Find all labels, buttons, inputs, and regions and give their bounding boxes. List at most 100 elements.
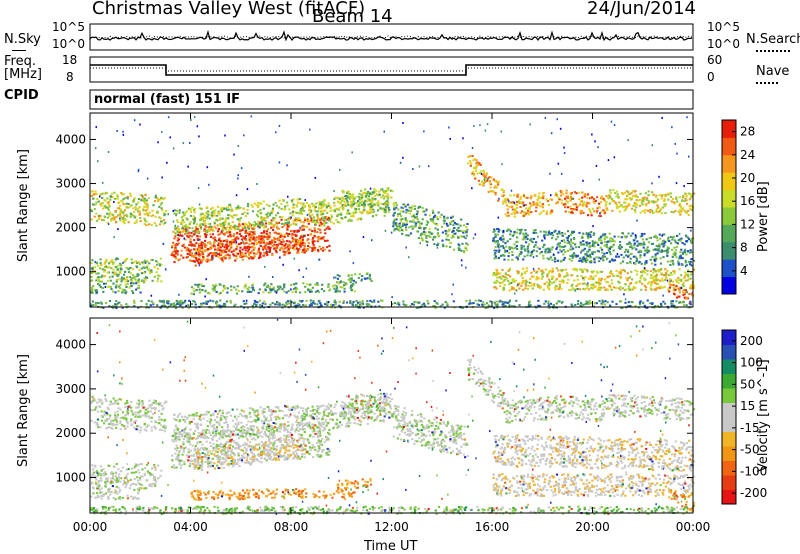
range-cell <box>334 303 337 306</box>
range-cell <box>308 304 311 307</box>
noise-cell <box>235 194 238 197</box>
range-cell <box>663 242 666 245</box>
range-cell <box>652 248 655 251</box>
range-cell <box>367 197 370 200</box>
range-cell <box>190 286 194 289</box>
range-cell <box>513 208 517 211</box>
range-cell <box>535 206 538 209</box>
range-cell <box>244 249 247 252</box>
range-cell <box>609 196 612 199</box>
range-cell <box>135 280 138 283</box>
range-cell <box>239 217 242 219</box>
range-cell <box>545 212 548 215</box>
range-cell <box>624 198 627 201</box>
range-cell <box>426 299 429 302</box>
range-cell <box>443 217 446 220</box>
range-cell <box>627 203 630 205</box>
range-cell <box>524 282 527 285</box>
range-cell <box>356 305 359 308</box>
range-cell <box>274 290 277 293</box>
range-cell <box>496 304 499 307</box>
range-cell <box>371 215 374 218</box>
range-cell <box>338 221 341 224</box>
range-cell <box>377 209 380 212</box>
range-cell <box>512 247 515 250</box>
range-cell <box>415 301 418 304</box>
range-cell <box>224 207 228 210</box>
range-cell <box>665 276 668 279</box>
range-cell <box>341 199 344 202</box>
range-cell <box>193 290 196 293</box>
range-cell <box>412 213 415 216</box>
range-cell <box>403 222 406 225</box>
range-cell <box>631 232 634 235</box>
range-cell <box>671 248 674 251</box>
range-cell <box>154 196 157 199</box>
range-cell <box>373 190 376 193</box>
range-cell <box>229 203 232 206</box>
range-cell <box>684 261 687 264</box>
range-cell <box>656 304 659 307</box>
range-cell <box>684 289 687 292</box>
range-cell <box>679 255 682 258</box>
range-cell <box>134 275 137 278</box>
range-cell <box>276 212 280 215</box>
range-cell <box>214 289 217 292</box>
range-cell <box>656 204 659 207</box>
range-cell <box>91 268 94 271</box>
range-cell <box>178 209 181 212</box>
range-cell <box>211 287 214 290</box>
range-cell <box>193 301 196 304</box>
range-cell <box>522 201 525 204</box>
range-cell <box>493 257 496 260</box>
range-cell <box>566 201 570 204</box>
range-cell <box>546 257 549 260</box>
range-cell <box>690 258 693 261</box>
range-cell <box>437 211 440 214</box>
range-cell <box>623 209 626 212</box>
range-cell <box>184 223 188 226</box>
range-cell <box>248 246 251 249</box>
range-cell <box>240 238 244 241</box>
range-cell <box>155 260 158 263</box>
range-cell <box>659 257 662 260</box>
range-cell <box>108 214 111 217</box>
range-cell <box>538 247 541 250</box>
range-cell <box>237 225 240 228</box>
range-cell <box>137 201 140 204</box>
range-cell <box>494 180 497 182</box>
range-cell <box>605 207 608 210</box>
range-cell <box>495 271 498 274</box>
range-cell <box>536 246 539 249</box>
range-cell <box>257 210 260 213</box>
range-cell <box>320 211 323 214</box>
range-cell <box>457 243 460 246</box>
range-cell <box>360 198 363 201</box>
range-cell <box>421 232 424 235</box>
range-cell <box>333 201 336 204</box>
range-cell <box>657 286 660 289</box>
noise-cell <box>651 182 653 185</box>
range-cell <box>198 243 201 246</box>
range-cell <box>505 204 509 207</box>
range-cell <box>476 161 479 164</box>
range-cell <box>112 290 115 293</box>
range-cell <box>283 290 286 293</box>
range-cell <box>649 270 652 273</box>
range-cell <box>252 233 255 236</box>
range-cell <box>687 260 690 263</box>
range-cell <box>575 208 578 211</box>
range-cell <box>516 240 519 243</box>
range-cell <box>593 258 596 261</box>
range-cell <box>436 228 439 231</box>
range-cell <box>248 290 251 293</box>
range-cell <box>246 247 249 250</box>
range-cell <box>386 192 389 195</box>
range-cell <box>346 212 350 215</box>
range-cell <box>237 207 240 210</box>
range-cell <box>284 205 287 208</box>
range-cell <box>231 216 234 219</box>
range-cell <box>423 304 427 307</box>
range-cell <box>187 304 190 307</box>
range-cell <box>260 212 263 215</box>
